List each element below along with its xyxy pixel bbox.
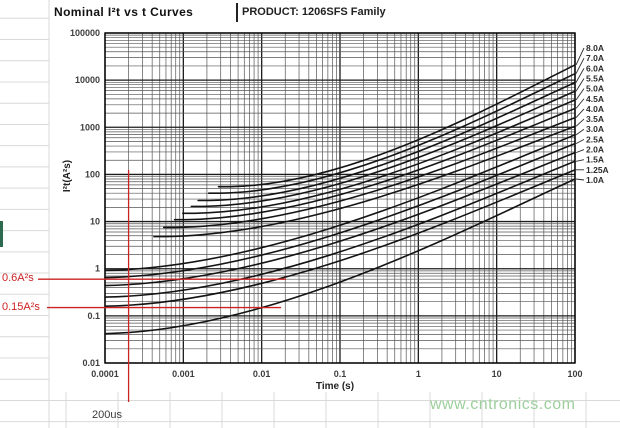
legend-label-3.0A: 3.0A (586, 124, 604, 134)
annotation-0-6-a2s: 0.6A²s (2, 272, 34, 284)
legend-label-4.5A: 4.5A (586, 94, 604, 104)
x-tick-label: 1 (416, 369, 421, 379)
curve-7.0A (207, 72, 576, 194)
y-tick-label: 10 (90, 217, 100, 227)
curve-3.0A (104, 134, 576, 272)
legend-leader-line (575, 178, 585, 181)
legend-leader-line (575, 108, 585, 118)
curve-4.0A (162, 116, 576, 229)
legend-label-1.5A: 1.5A (586, 155, 604, 165)
x-tick-label: 0.001 (172, 369, 195, 379)
time-marker-label: 200us (92, 409, 122, 421)
legend-label-2.5A: 2.5A (586, 134, 604, 144)
legend-label-7.0A: 7.0A (586, 53, 604, 63)
x-axis-title: Time (s) (315, 381, 355, 392)
x-tick-label: 10 (492, 369, 502, 379)
legend-leader-line (575, 88, 585, 101)
curve-8.0A (217, 64, 576, 188)
plot-frame (104, 32, 576, 364)
curve-5.5A (190, 90, 576, 208)
legend-leader-line (575, 159, 585, 162)
curve-2.0A (104, 151, 576, 287)
curve-3.5A (153, 125, 576, 238)
curve-4.5A (173, 107, 576, 221)
legend-leader-line (575, 47, 585, 66)
y-tick-label: 0.1 (87, 311, 100, 321)
legend-label-3.5A: 3.5A (586, 114, 604, 124)
curve-1.0A (104, 178, 576, 335)
cell-selection-mark (0, 221, 3, 247)
legend-label-5.5A: 5.5A (586, 73, 604, 83)
curve-5.0A (181, 99, 576, 215)
legend-leader-line (575, 78, 585, 92)
legend-label-1.0A: 1.0A (586, 175, 604, 185)
x-tick-label: 100 (567, 369, 582, 379)
legend-label-6.0A: 6.0A (586, 63, 604, 73)
x-tick-label: 0.1 (334, 369, 347, 379)
y-tick-label: 1000 (80, 122, 100, 132)
annotation-0-15-a2s: 0.15A²s (2, 301, 40, 313)
x-tick-label: 0.01 (253, 369, 271, 379)
x-tick-label: 0.0001 (91, 369, 119, 379)
legend-leader-line (575, 57, 585, 74)
legend-leader-line (575, 98, 585, 109)
curve-2.5A (104, 142, 576, 279)
legend-label-4.0A: 4.0A (586, 104, 604, 114)
y-tick-label: 1 (95, 264, 100, 274)
curve-6.0A (197, 81, 576, 202)
legend-leader-line (575, 138, 585, 145)
legend-label-8.0A: 8.0A (586, 43, 604, 53)
legend-leader-line (575, 149, 585, 154)
legend-label-2.0A: 2.0A (586, 145, 604, 155)
title-separator (236, 3, 238, 22)
y-tick-label: 100 (85, 169, 100, 179)
y-tick-label: 10000 (75, 75, 100, 85)
product-label: PRODUCT: 1206SFS Family (242, 6, 386, 18)
y-axis-title: I²t(A²s) (62, 159, 73, 193)
legend-leader-line (575, 118, 585, 127)
legend-leader-line (575, 68, 585, 83)
legend-label-1.25A: 1.25A (586, 165, 609, 175)
legend-label-5.0A: 5.0A (586, 84, 604, 94)
y-tick-label: 0.01 (82, 358, 100, 368)
y-tick-label: 100000 (70, 28, 100, 38)
page-title: Nominal I²t vs t Curves (54, 5, 194, 19)
curve-1.5A (104, 160, 576, 298)
curve-1.25A (104, 169, 576, 308)
legend-leader-line (575, 128, 585, 136)
watermark: www.cntronics.com (430, 396, 576, 413)
